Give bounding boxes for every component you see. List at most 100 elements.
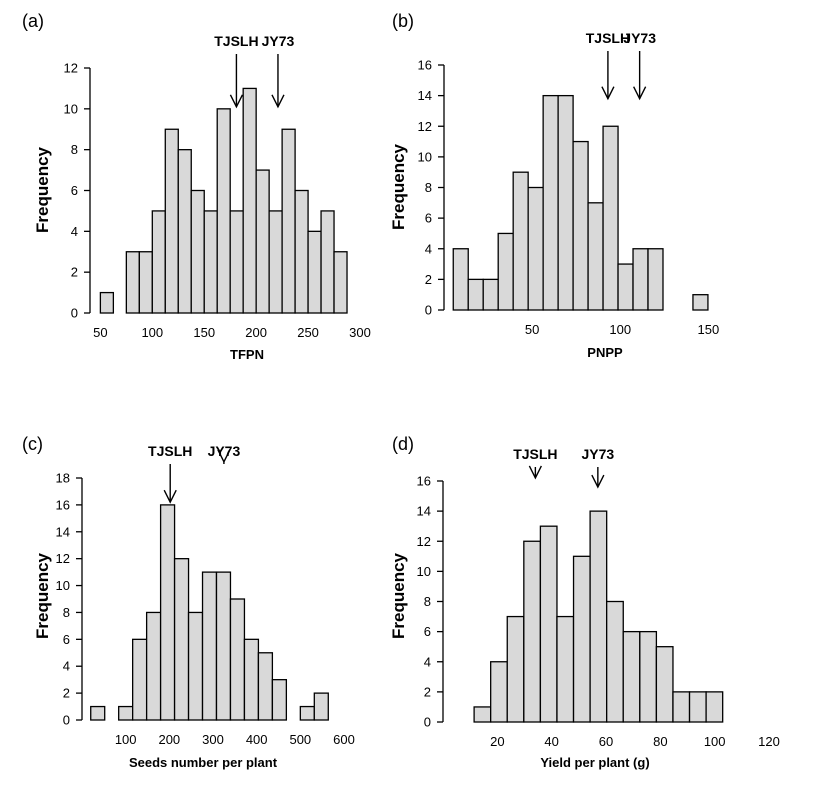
histogram-bar xyxy=(572,140,589,311)
x-axis-label: Yield per plant (g) xyxy=(540,755,649,770)
x-tick-label: 500 xyxy=(289,732,311,747)
x-tick-label: 400 xyxy=(246,732,268,747)
panel-label: (a) xyxy=(22,11,44,31)
histogram-bar xyxy=(313,692,329,721)
annotation-label: TJSLH xyxy=(586,30,630,46)
histogram-bar xyxy=(138,251,153,314)
histogram-bar xyxy=(125,251,140,314)
panel-label: (c) xyxy=(22,434,43,454)
y-tick-label: 10 xyxy=(417,564,431,579)
histogram-bar xyxy=(467,278,484,311)
y-tick-label: 8 xyxy=(425,180,432,195)
histogram-bar xyxy=(307,230,322,314)
histogram-bar xyxy=(118,705,134,721)
annotation-label: JY73 xyxy=(581,446,614,462)
x-tick-label: 60 xyxy=(599,734,613,749)
y-tick-label: 14 xyxy=(418,88,432,103)
histogram-bar xyxy=(299,705,315,721)
y-tick-label: 14 xyxy=(417,504,431,519)
annotation-label: JY73 xyxy=(262,33,295,49)
histogram-bar xyxy=(705,691,724,723)
histogram-bar xyxy=(589,510,608,723)
histogram-bar xyxy=(268,210,283,314)
histogram-bar xyxy=(692,294,709,311)
x-tick-label: 120 xyxy=(758,734,780,749)
y-tick-label: 0 xyxy=(63,713,70,728)
x-tick-label: 100 xyxy=(115,732,137,747)
histogram-bar xyxy=(151,210,166,314)
y-tick-label: 12 xyxy=(56,551,70,566)
histogram-bar xyxy=(242,87,257,314)
down-arrow-icon xyxy=(229,94,244,109)
x-tick-label: 150 xyxy=(698,322,720,337)
histogram-bar xyxy=(320,210,335,314)
histogram-bar xyxy=(557,94,574,311)
x-tick-label: 600 xyxy=(333,732,355,747)
x-tick-label: 150 xyxy=(193,325,215,340)
histogram-bar xyxy=(556,615,575,723)
histogram-bar xyxy=(539,525,558,723)
histogram-bar xyxy=(145,611,162,721)
x-tick-label: 80 xyxy=(653,734,667,749)
histogram-bar xyxy=(177,149,192,314)
y-tick-label: 10 xyxy=(418,149,432,164)
y-tick-label: 8 xyxy=(71,142,78,157)
y-tick-label: 16 xyxy=(56,497,70,512)
x-tick-label: 50 xyxy=(525,322,539,337)
y-axis-label: Frequency xyxy=(33,146,52,233)
histogram-bar xyxy=(173,558,190,721)
x-tick-label: 300 xyxy=(202,732,224,747)
down-arrow-icon xyxy=(528,465,542,480)
histogram-bar xyxy=(632,248,649,311)
y-tick-label: 2 xyxy=(425,272,432,287)
histogram-bar xyxy=(527,186,544,311)
histogram-bar xyxy=(639,630,658,723)
y-tick-label: 2 xyxy=(424,684,431,699)
y-tick-label: 4 xyxy=(71,224,78,239)
histogram-bar xyxy=(201,571,218,721)
y-tick-label: 14 xyxy=(56,524,70,539)
histogram-bar xyxy=(294,189,309,314)
panel-b: (b) Frequency PNPP 0 2 4 6 8 10 12 14 16 50 100 150… xyxy=(389,11,719,360)
x-tick-label: 100 xyxy=(609,322,631,337)
histogram-bar xyxy=(229,598,246,721)
histogram-bar xyxy=(647,248,664,311)
histogram-bar xyxy=(229,210,244,314)
histogram-bar xyxy=(90,705,106,721)
y-tick-label: 2 xyxy=(63,686,70,701)
histogram-bar xyxy=(523,540,542,723)
histogram-bar xyxy=(215,571,232,721)
histogram-bar xyxy=(602,125,619,311)
histogram-bar xyxy=(473,706,492,723)
histogram-bar xyxy=(617,263,634,311)
x-axis-label: TFPN xyxy=(230,347,264,362)
y-tick-label: 12 xyxy=(417,534,431,549)
histogram-bar xyxy=(190,189,205,314)
x-tick-label: 200 xyxy=(245,325,267,340)
down-arrow-icon xyxy=(163,489,177,504)
histogram-bar xyxy=(672,691,691,723)
y-tick-label: 2 xyxy=(71,265,78,280)
annotation-label: TJSLH xyxy=(148,443,192,459)
annotation-label: TJSLH xyxy=(214,33,258,49)
histogram-bar xyxy=(216,108,231,314)
x-tick-label: 20 xyxy=(490,734,504,749)
x-tick-label: 100 xyxy=(141,325,163,340)
y-tick-label: 0 xyxy=(425,303,432,318)
y-tick-label: 4 xyxy=(63,659,70,674)
y-tick-label: 6 xyxy=(424,624,431,639)
annotation-label: TJSLH xyxy=(513,446,557,462)
histogram-bar xyxy=(164,128,179,314)
y-axis-label: Frequency xyxy=(33,552,52,639)
x-tick-label: 50 xyxy=(93,325,107,340)
y-axis-label: Frequency xyxy=(389,552,408,639)
y-tick-label: 12 xyxy=(64,61,78,76)
histogram-bar xyxy=(203,210,218,314)
histogram-bar xyxy=(622,630,641,723)
histogram-bar xyxy=(257,652,274,721)
y-tick-label: 8 xyxy=(63,605,70,620)
x-tick-label: 200 xyxy=(158,732,180,747)
histogram-bar xyxy=(281,128,296,314)
y-tick-label: 12 xyxy=(418,119,432,134)
